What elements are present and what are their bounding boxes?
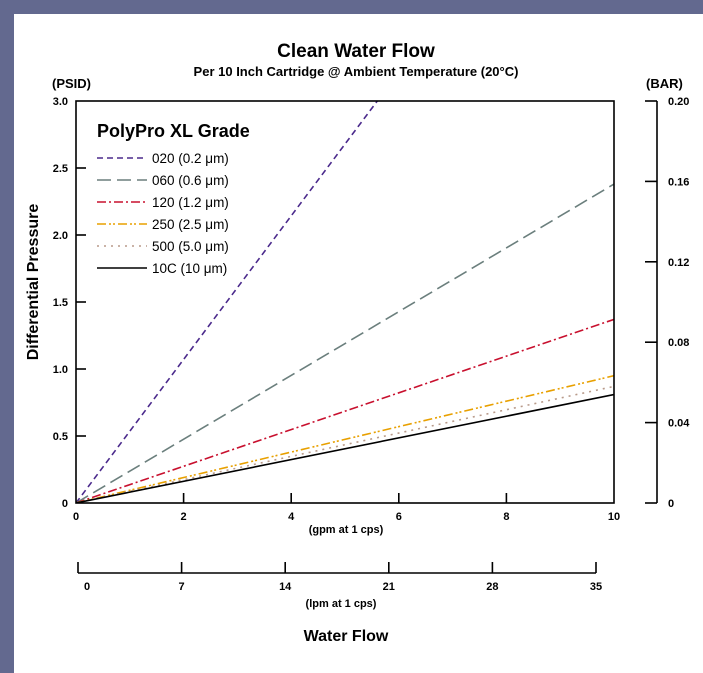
lpm-tick-label-4: 28 <box>486 581 498 593</box>
series-line-0 <box>76 101 378 503</box>
plot-area <box>76 101 614 503</box>
series-line-2 <box>76 318 614 503</box>
legend-label-5: 10C (10 μm) <box>152 261 227 276</box>
x-axis-label: Water Flow <box>304 628 389 645</box>
legend-title: PolyPro XL Grade <box>97 121 250 141</box>
lpm-tick-label-3: 21 <box>383 581 395 593</box>
y-axis-label: Differential Pressure <box>25 204 42 361</box>
x-sublabel-lpm: (lpm at 1 cps) <box>306 598 377 610</box>
x-tick-label-1: 2 <box>181 511 187 523</box>
bar-tick-label-0: 0 <box>668 498 674 510</box>
legend-label-1: 060 (0.6 μm) <box>152 173 229 188</box>
x-tick-label-4: 8 <box>503 511 509 523</box>
series-line-5 <box>76 393 614 503</box>
series-line-3 <box>76 374 614 503</box>
lpm-tick-label-1: 7 <box>179 581 185 593</box>
y-unit-left: (PSID) <box>52 76 91 91</box>
legend-label-4: 500 (5.0 μm) <box>152 239 229 254</box>
series-line-4 <box>76 385 614 503</box>
chart-subtitle: Per 10 Inch Cartridge @ Ambient Temperat… <box>194 64 519 79</box>
legend: PolyPro XL Grade 020 (0.2 μm) 060 (0.6 μm… <box>97 121 250 276</box>
x-tick-label-3: 6 <box>396 511 402 523</box>
y-tick-label-4: 2.0 <box>53 230 68 242</box>
bar-tick-label-5: 0.20 <box>668 96 689 108</box>
x-sublabel-gpm: (gpm at 1 cps) <box>309 524 384 536</box>
y-tick-label-3: 1.5 <box>53 297 68 309</box>
legend-label-2: 120 (1.2 μm) <box>152 195 229 210</box>
series-group <box>76 101 614 503</box>
axes: 0 2 4 6 8 10 0 0.5 1.0 1.5 2.0 2.5 3.0 0 0.04 0.08 0.12 0… <box>53 96 691 593</box>
bar-tick-label-1: 0.04 <box>668 418 690 430</box>
x-tick-label-5: 10 <box>608 511 620 523</box>
bar-tick-label-4: 0.16 <box>668 176 689 188</box>
y-tick-label-1: 0.5 <box>53 431 68 443</box>
bar-tick-label-2: 0.08 <box>668 337 689 349</box>
lpm-tick-label-2: 14 <box>279 581 292 593</box>
y-tick-label-0: 0 <box>62 498 68 510</box>
bar-tick-label-3: 0.12 <box>668 257 689 269</box>
series-line-1 <box>76 183 614 503</box>
y-tick-label-6: 3.0 <box>53 96 68 108</box>
x-tick-label-0: 0 <box>73 511 79 523</box>
lpm-tick-label-5: 35 <box>590 581 602 593</box>
y-tick-label-2: 1.0 <box>53 364 68 376</box>
legend-label-0: 020 (0.2 μm) <box>152 151 229 166</box>
y-tick-label-5: 2.5 <box>53 163 68 175</box>
legend-label-3: 250 (2.5 μm) <box>152 217 229 232</box>
y-unit-right: (BAR) <box>646 76 683 91</box>
chart-title: Clean Water Flow <box>277 41 435 62</box>
lpm-tick-label-0: 0 <box>84 581 90 593</box>
x-tick-label-2: 4 <box>288 511 295 523</box>
